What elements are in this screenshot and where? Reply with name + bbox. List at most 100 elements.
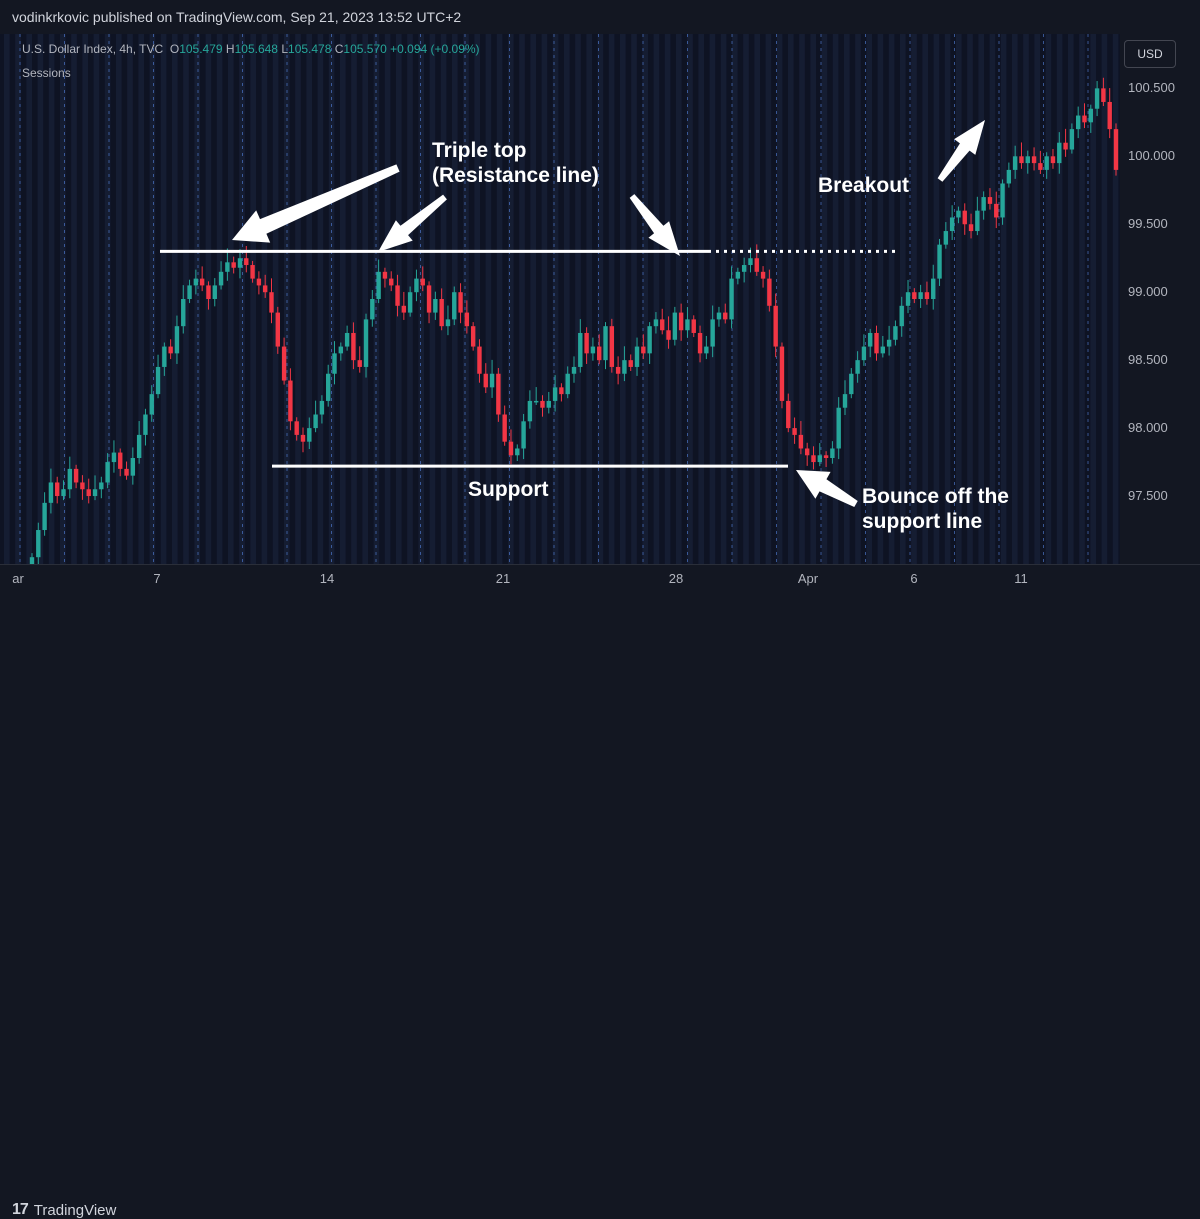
session-band [687,34,693,564]
legend-h-label: H [225,42,235,56]
top-bar: vodinkrkovic published on TradingView.co… [0,0,1200,34]
candle-body [628,360,633,367]
bounce-line-1: Bounce off the [862,485,1009,508]
candle-body [212,285,217,299]
candle-body [401,305,407,313]
candle-body [73,468,79,483]
candle-body [136,434,142,458]
candle-body [937,244,942,279]
session-band [160,34,167,564]
session-band [832,34,839,564]
candle-body [678,312,684,331]
triple-top-line-1: Triple top [432,139,527,162]
tradingview-logo-text: TradingView [33,1201,117,1219]
session-band [37,34,44,564]
session-band [620,34,626,564]
session-band [250,34,256,564]
session-band [653,34,660,564]
candle-body [92,489,98,497]
candle-body [949,217,955,232]
currency-button[interactable]: USD [1124,40,1176,68]
candle-body [48,482,54,503]
symbol-legend: U.S. Dollar Index, 4h, TVC O105.479 H105… [22,42,480,56]
candle-body [338,346,344,354]
candle-body [704,346,709,354]
candle-body [723,312,728,320]
time-tick-label: ar [12,571,24,586]
session-band [306,34,312,564]
session-band [48,34,55,564]
candle-body [407,292,413,313]
session-band [597,34,604,564]
tradingview-logo[interactable]: 17 TradingView [12,1201,116,1219]
session-band [676,34,682,564]
triple-top-line-2: (Resistance line) [432,164,599,187]
session-band [373,34,380,564]
legend-symbol[interactable]: U.S. Dollar Index, 4h, TVC [22,42,164,56]
session-band [261,34,268,564]
session-band [754,34,760,564]
price-tick-label: 97.500 [1128,488,1168,504]
time-tick-label: 14 [319,571,335,586]
price-chart[interactable] [0,34,1120,564]
candle-body [1082,115,1087,123]
session-band [228,34,234,564]
candle-body [647,326,652,354]
price-tick-label: 100.000 [1128,148,1175,164]
session-band [564,34,570,564]
candle-body [697,332,703,354]
candle-body [641,346,646,354]
candle-body [609,326,615,367]
session-band [116,34,122,564]
candle-body [275,312,280,347]
support-label: Support [468,478,549,501]
candle-body [811,455,816,463]
session-band [709,34,716,564]
candle-body [666,330,671,340]
time-tick-label: 28 [668,571,684,586]
candle-body [319,400,325,415]
session-band [586,34,592,564]
candle-body [1031,156,1037,164]
candle-body [874,332,879,354]
candle-body [363,319,369,367]
session-band [474,34,480,564]
price-axis[interactable] [1120,34,1200,564]
candle-body [767,278,772,306]
candle-body [1101,88,1106,102]
candle-body [143,414,148,435]
candle-body [527,400,533,422]
candle-body [300,434,306,442]
candle-body [174,326,180,354]
candle-body [307,428,312,442]
session-band [989,34,996,564]
session-band [698,34,704,564]
candle-body [464,312,470,327]
legend-low: 105.478 [288,42,332,56]
session-band [900,34,906,564]
candle-body [1063,142,1068,150]
candle-body [634,346,640,367]
session-band [1112,34,1119,564]
session-band [496,34,503,564]
candle-body [1069,129,1075,150]
session-band [104,34,111,564]
time-tick-label: 21 [495,571,511,586]
legend-change: +0.094 (+0.09%) [390,42,480,56]
candle-body [603,326,608,361]
sessions-indicator-label[interactable]: Sessions [22,66,71,80]
publisher-line: vodinkrkovic published on TradingView.co… [12,9,462,25]
candle-body [578,332,583,367]
candle-body [86,489,91,497]
candle-body [533,400,539,403]
candle-body [29,557,35,564]
candle-body [55,482,60,497]
candle-body [118,452,123,469]
candle-body [36,530,41,558]
candle-body [426,285,432,313]
candle-body [868,332,873,347]
candle-body [351,332,356,361]
session-band [866,34,872,564]
candle-body [206,285,211,299]
time-axis[interactable] [0,564,1200,595]
